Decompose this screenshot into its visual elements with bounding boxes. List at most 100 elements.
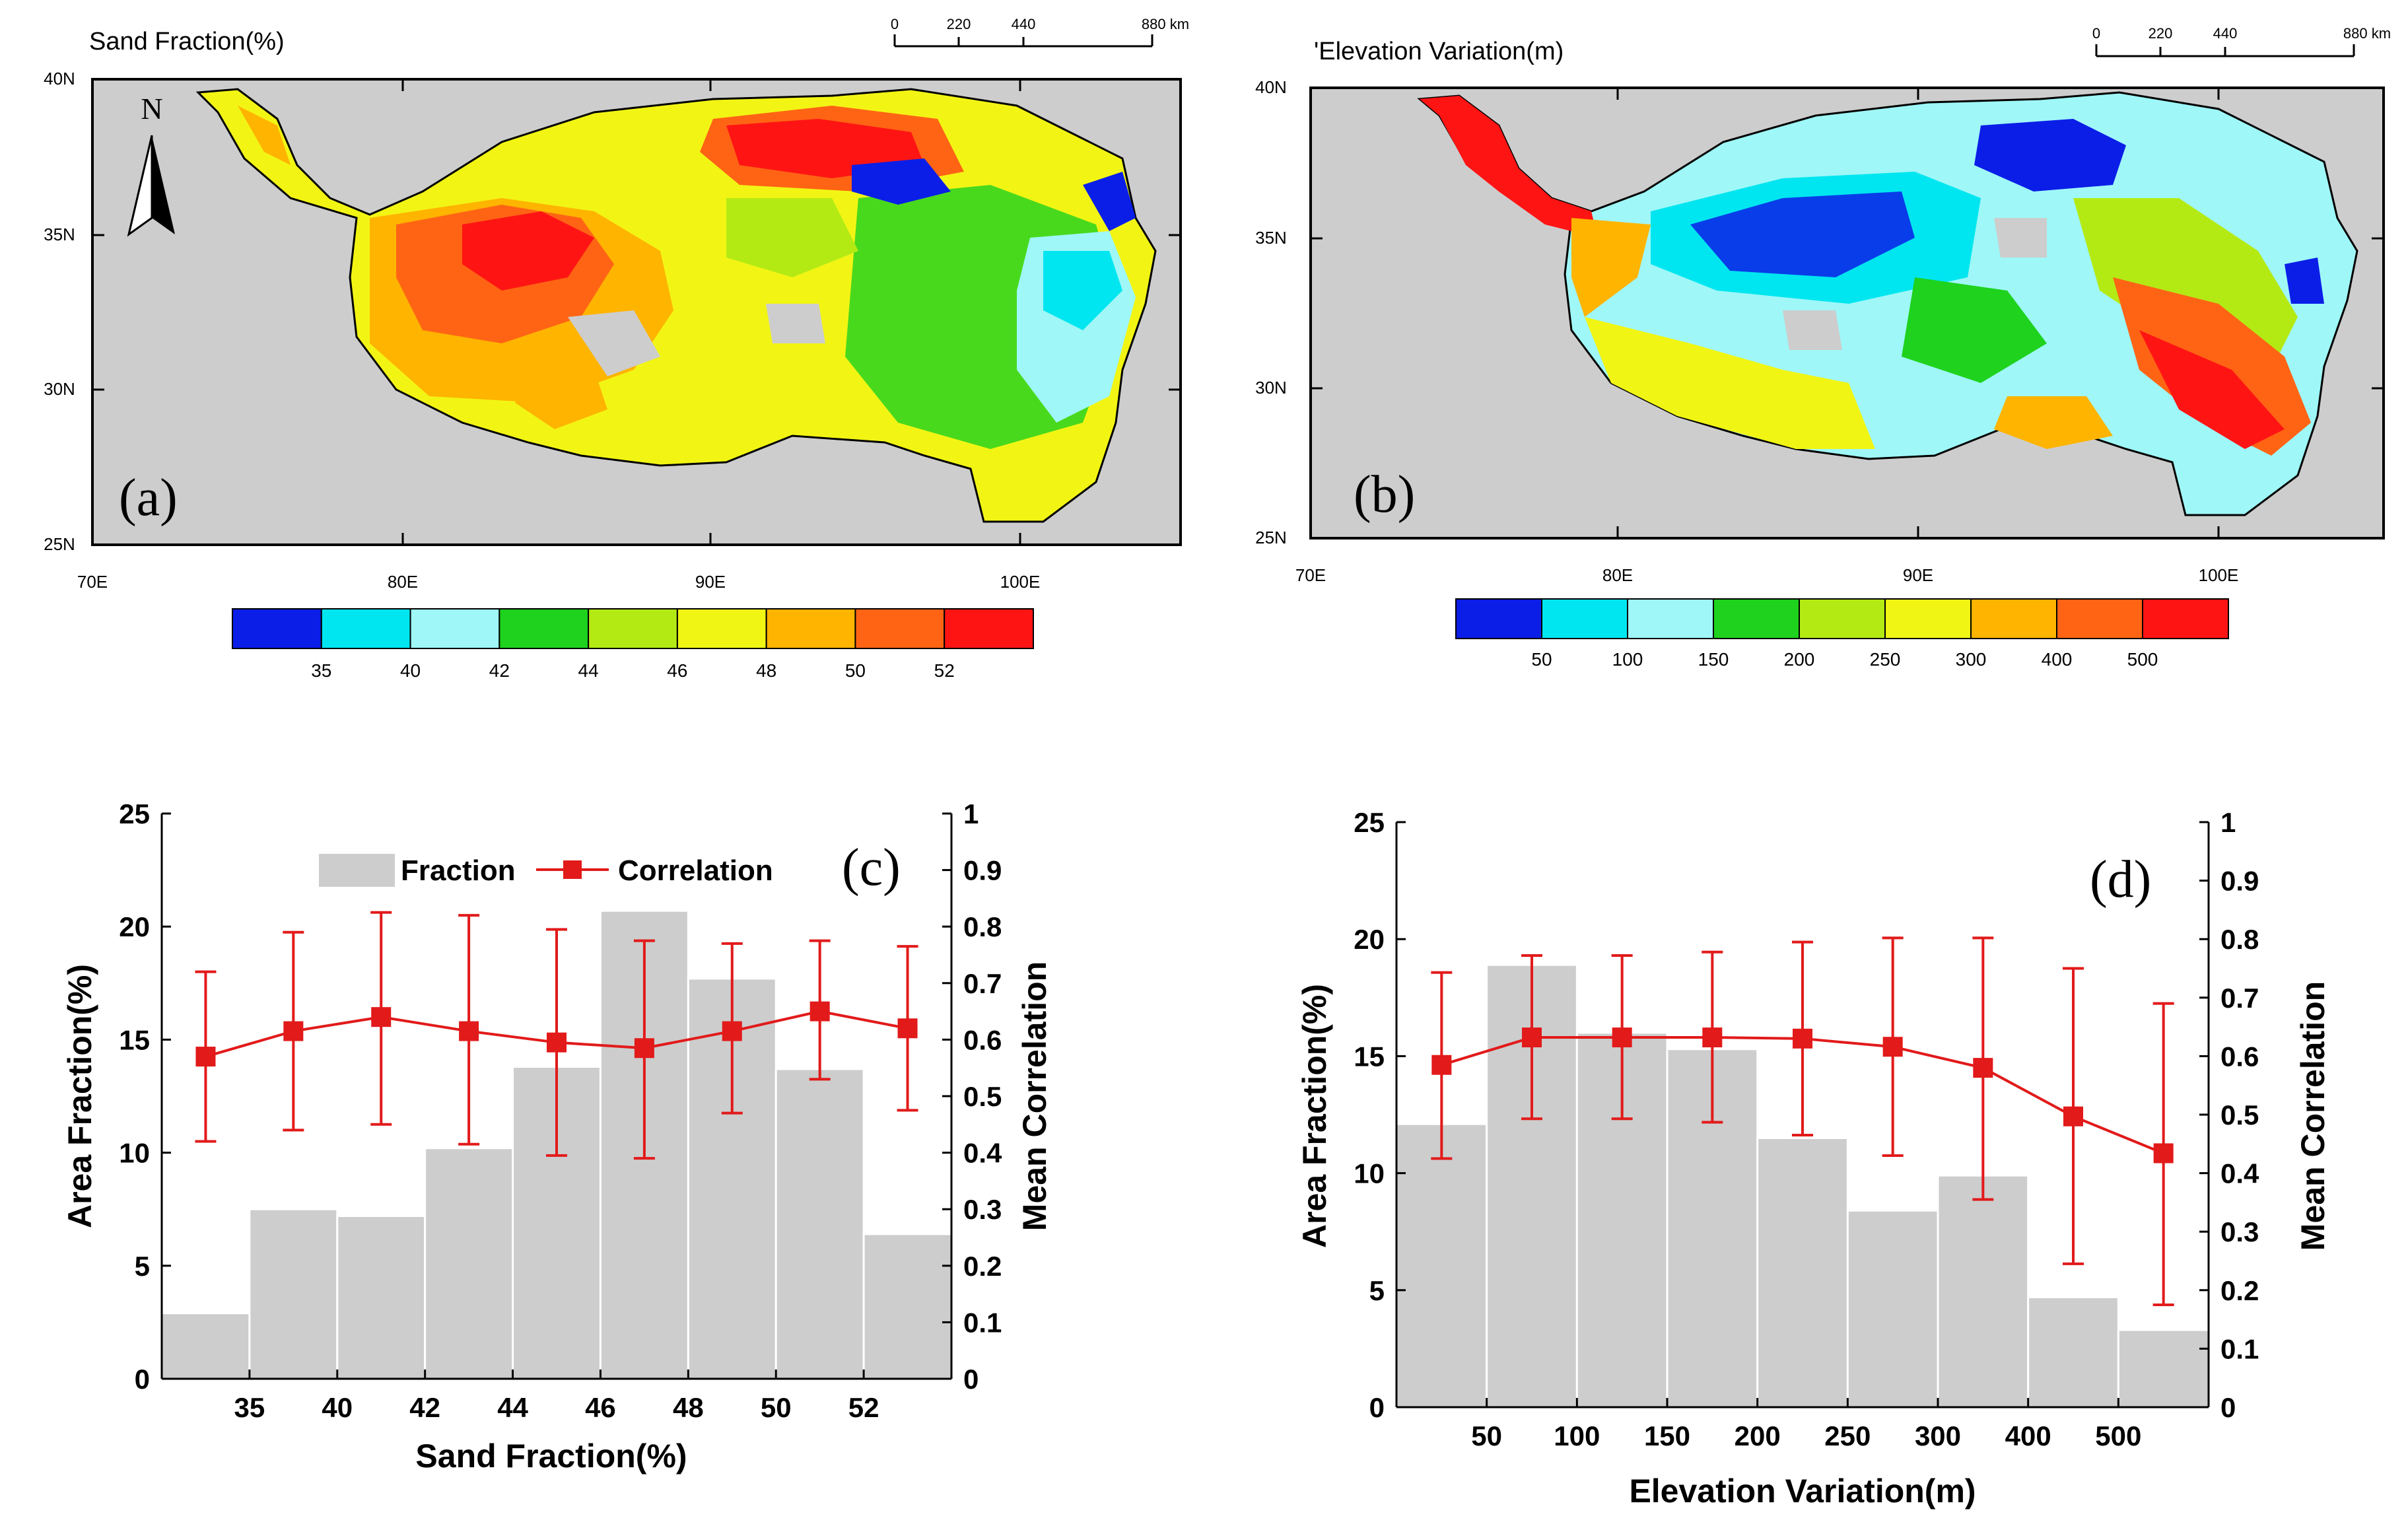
map-a-colorbar-label-4: 46 — [667, 660, 687, 681]
d-correlation-point-5 — [1882, 1037, 1903, 1057]
map-b-lon-70: 70E — [1295, 565, 1326, 585]
map-a-lat-25: 25N — [44, 534, 75, 554]
c-y2tick-label-8: 0.8 — [963, 911, 1002, 942]
map-b-scale-bar: 0 220 440 880 km — [2092, 25, 2391, 57]
d-fraction-bar-6 — [1937, 1174, 2030, 1408]
d-correlation-point-4 — [1793, 1028, 1812, 1049]
c-y2tick-label-4: 0.4 — [963, 1138, 1002, 1169]
c-y2tick-label-10: 1 — [963, 798, 979, 829]
map-b-colorbar-label-0: 50 — [1531, 649, 1552, 670]
d-ytick-label-5: 25 — [1354, 807, 1385, 838]
map-a-axes — [91, 78, 1181, 546]
north-label: N — [141, 92, 162, 125]
c-y2tick-label-5: 0.5 — [963, 1081, 1002, 1112]
c-correlation-point-3 — [459, 1021, 479, 1041]
map-b-lat-35: 35N — [1255, 228, 1287, 248]
map-a-scale-bar: 0 220 440 880 km — [891, 16, 1189, 48]
map-b-colorbar-label-6: 400 — [2042, 649, 2073, 670]
map-b-colorbar-label-1: 100 — [1612, 649, 1643, 670]
c-correlation-point-2 — [371, 1007, 392, 1027]
map-a-scale-1: 220 — [947, 16, 971, 32]
d-ytick-label-1: 5 — [1369, 1275, 1385, 1306]
c-fraction-bar-1 — [248, 1208, 339, 1380]
d-xtick-label-0: 50 — [1471, 1420, 1502, 1451]
map-a-colorbar-label-3: 44 — [578, 660, 599, 681]
c-ytick-label-4: 20 — [119, 911, 150, 942]
c-y2tick-label-2: 0.2 — [963, 1251, 1002, 1282]
d-fraction-bar-8 — [2117, 1329, 2210, 1408]
map-b-lon-80: 80E — [1602, 565, 1633, 585]
c-correlation-point-6 — [722, 1021, 742, 1041]
c-xtick-label-4: 46 — [585, 1392, 616, 1423]
d-xtick-label-3: 200 — [1735, 1420, 1781, 1451]
d-y2tick-label-10: 1 — [2220, 807, 2236, 838]
map-a-scale-0: 0 — [891, 16, 899, 32]
chart-d-xlabel: Elevation Variation(m) — [1629, 1473, 1976, 1510]
map-a-lat-30: 30N — [44, 379, 75, 399]
map-a-lon-70: 70E — [77, 572, 108, 592]
c-ytick-label-1: 5 — [135, 1251, 150, 1282]
d-xtick-label-4: 250 — [1824, 1420, 1871, 1451]
map-b-field — [1420, 96, 2324, 456]
d-xtick-label-6: 400 — [2005, 1420, 2051, 1451]
map-b-lon-100: 100E — [2199, 565, 2239, 585]
legend-correlation-label: Correlation — [618, 854, 773, 887]
map-a-lat-35: 35N — [44, 225, 75, 244]
d-ytick-label-2: 10 — [1354, 1158, 1385, 1189]
chart-c-panel-label: (c) — [842, 839, 901, 897]
north-arrow-icon: N — [127, 92, 175, 237]
d-y2tick-label-3: 0.3 — [2220, 1216, 2259, 1247]
d-correlation-point-6 — [1973, 1058, 1993, 1078]
c-xtick-label-3: 44 — [497, 1392, 528, 1423]
map-b-title: 'Elevation Variation(m) — [1314, 38, 1564, 65]
map-panel-b: 'Elevation Variation(m) 0 220 440 880 km — [1255, 25, 2391, 670]
c-y2tick-label-3: 0.3 — [963, 1194, 1002, 1225]
c-ytick-label-0: 0 — [135, 1364, 150, 1395]
c-correlation-point-1 — [283, 1021, 304, 1041]
d-correlation-point-0 — [1431, 1055, 1452, 1075]
c-xtick-label-7: 52 — [848, 1392, 879, 1423]
d-y2tick-label-0: 0 — [2220, 1392, 2236, 1423]
map-b-colorbar-swatch-1 — [1541, 598, 1628, 639]
map-b-axes — [1309, 87, 2384, 539]
map-a-lon-80: 80E — [388, 572, 418, 592]
d-xtick-label-5: 300 — [1915, 1420, 1961, 1451]
map-a-colorbar-swatch-5 — [676, 608, 767, 649]
c-correlation-point-4 — [547, 1032, 567, 1053]
d-correlation-point-7 — [2063, 1106, 2083, 1127]
c-ytick-label-5: 25 — [119, 798, 150, 829]
map-b-colorbar-swatch-7 — [2056, 598, 2143, 639]
chart-c-y2label: Mean Correlation — [1016, 961, 1053, 1231]
d-y2tick-label-4: 0.4 — [2220, 1158, 2259, 1189]
map-a-colorbar-label-5: 48 — [756, 660, 776, 681]
legend-fraction-swatch — [319, 854, 395, 887]
chart-c-xlabel: Sand Fraction(%) — [415, 1438, 687, 1475]
map-a-lon-100: 100E — [1000, 572, 1041, 592]
map-b-scale-2: 440 — [2213, 25, 2238, 42]
c-correlation-point-5 — [634, 1038, 654, 1059]
c-fraction-bar-0 — [160, 1312, 251, 1380]
d-y2tick-label-1: 0.1 — [2220, 1333, 2259, 1364]
c-xtick-label-5: 48 — [673, 1392, 704, 1423]
d-fraction-bar-7 — [2027, 1296, 2119, 1408]
map-b-colorbar-label-5: 300 — [1956, 649, 1987, 670]
map-a-colorbar-label-6: 50 — [845, 660, 866, 681]
chart-d-ylabel: Area Fraction(%) — [1296, 984, 1333, 1248]
d-y2tick-label-2: 0.2 — [2220, 1275, 2259, 1306]
c-y2tick-label-7: 0.7 — [963, 968, 1002, 999]
map-b-colorbar: 50 100 150 200 250 300 400 500 — [1455, 598, 2229, 670]
legend-fraction-label: Fraction — [401, 854, 516, 887]
map-a-lon-90: 90E — [695, 572, 726, 592]
map-b-colorbar-swatch-0 — [1455, 598, 1542, 639]
c-fraction-bar-3 — [424, 1147, 514, 1380]
map-b-colorbar-label-2: 150 — [1698, 649, 1729, 670]
map-a-colorbar-label-7: 52 — [934, 660, 955, 681]
c-fraction-bar-2 — [336, 1214, 427, 1380]
map-b-lon-90: 90E — [1903, 565, 1933, 585]
map-a-colorbar-swatch-2 — [409, 608, 500, 649]
c-xtick-label-1: 40 — [322, 1392, 353, 1423]
c-fraction-bar-7 — [774, 1068, 865, 1380]
d-y2tick-label-5: 0.5 — [2220, 1099, 2259, 1130]
c-xtick-label-0: 35 — [234, 1392, 265, 1423]
chart-d-y2label: Mean Correlation — [2294, 981, 2331, 1251]
